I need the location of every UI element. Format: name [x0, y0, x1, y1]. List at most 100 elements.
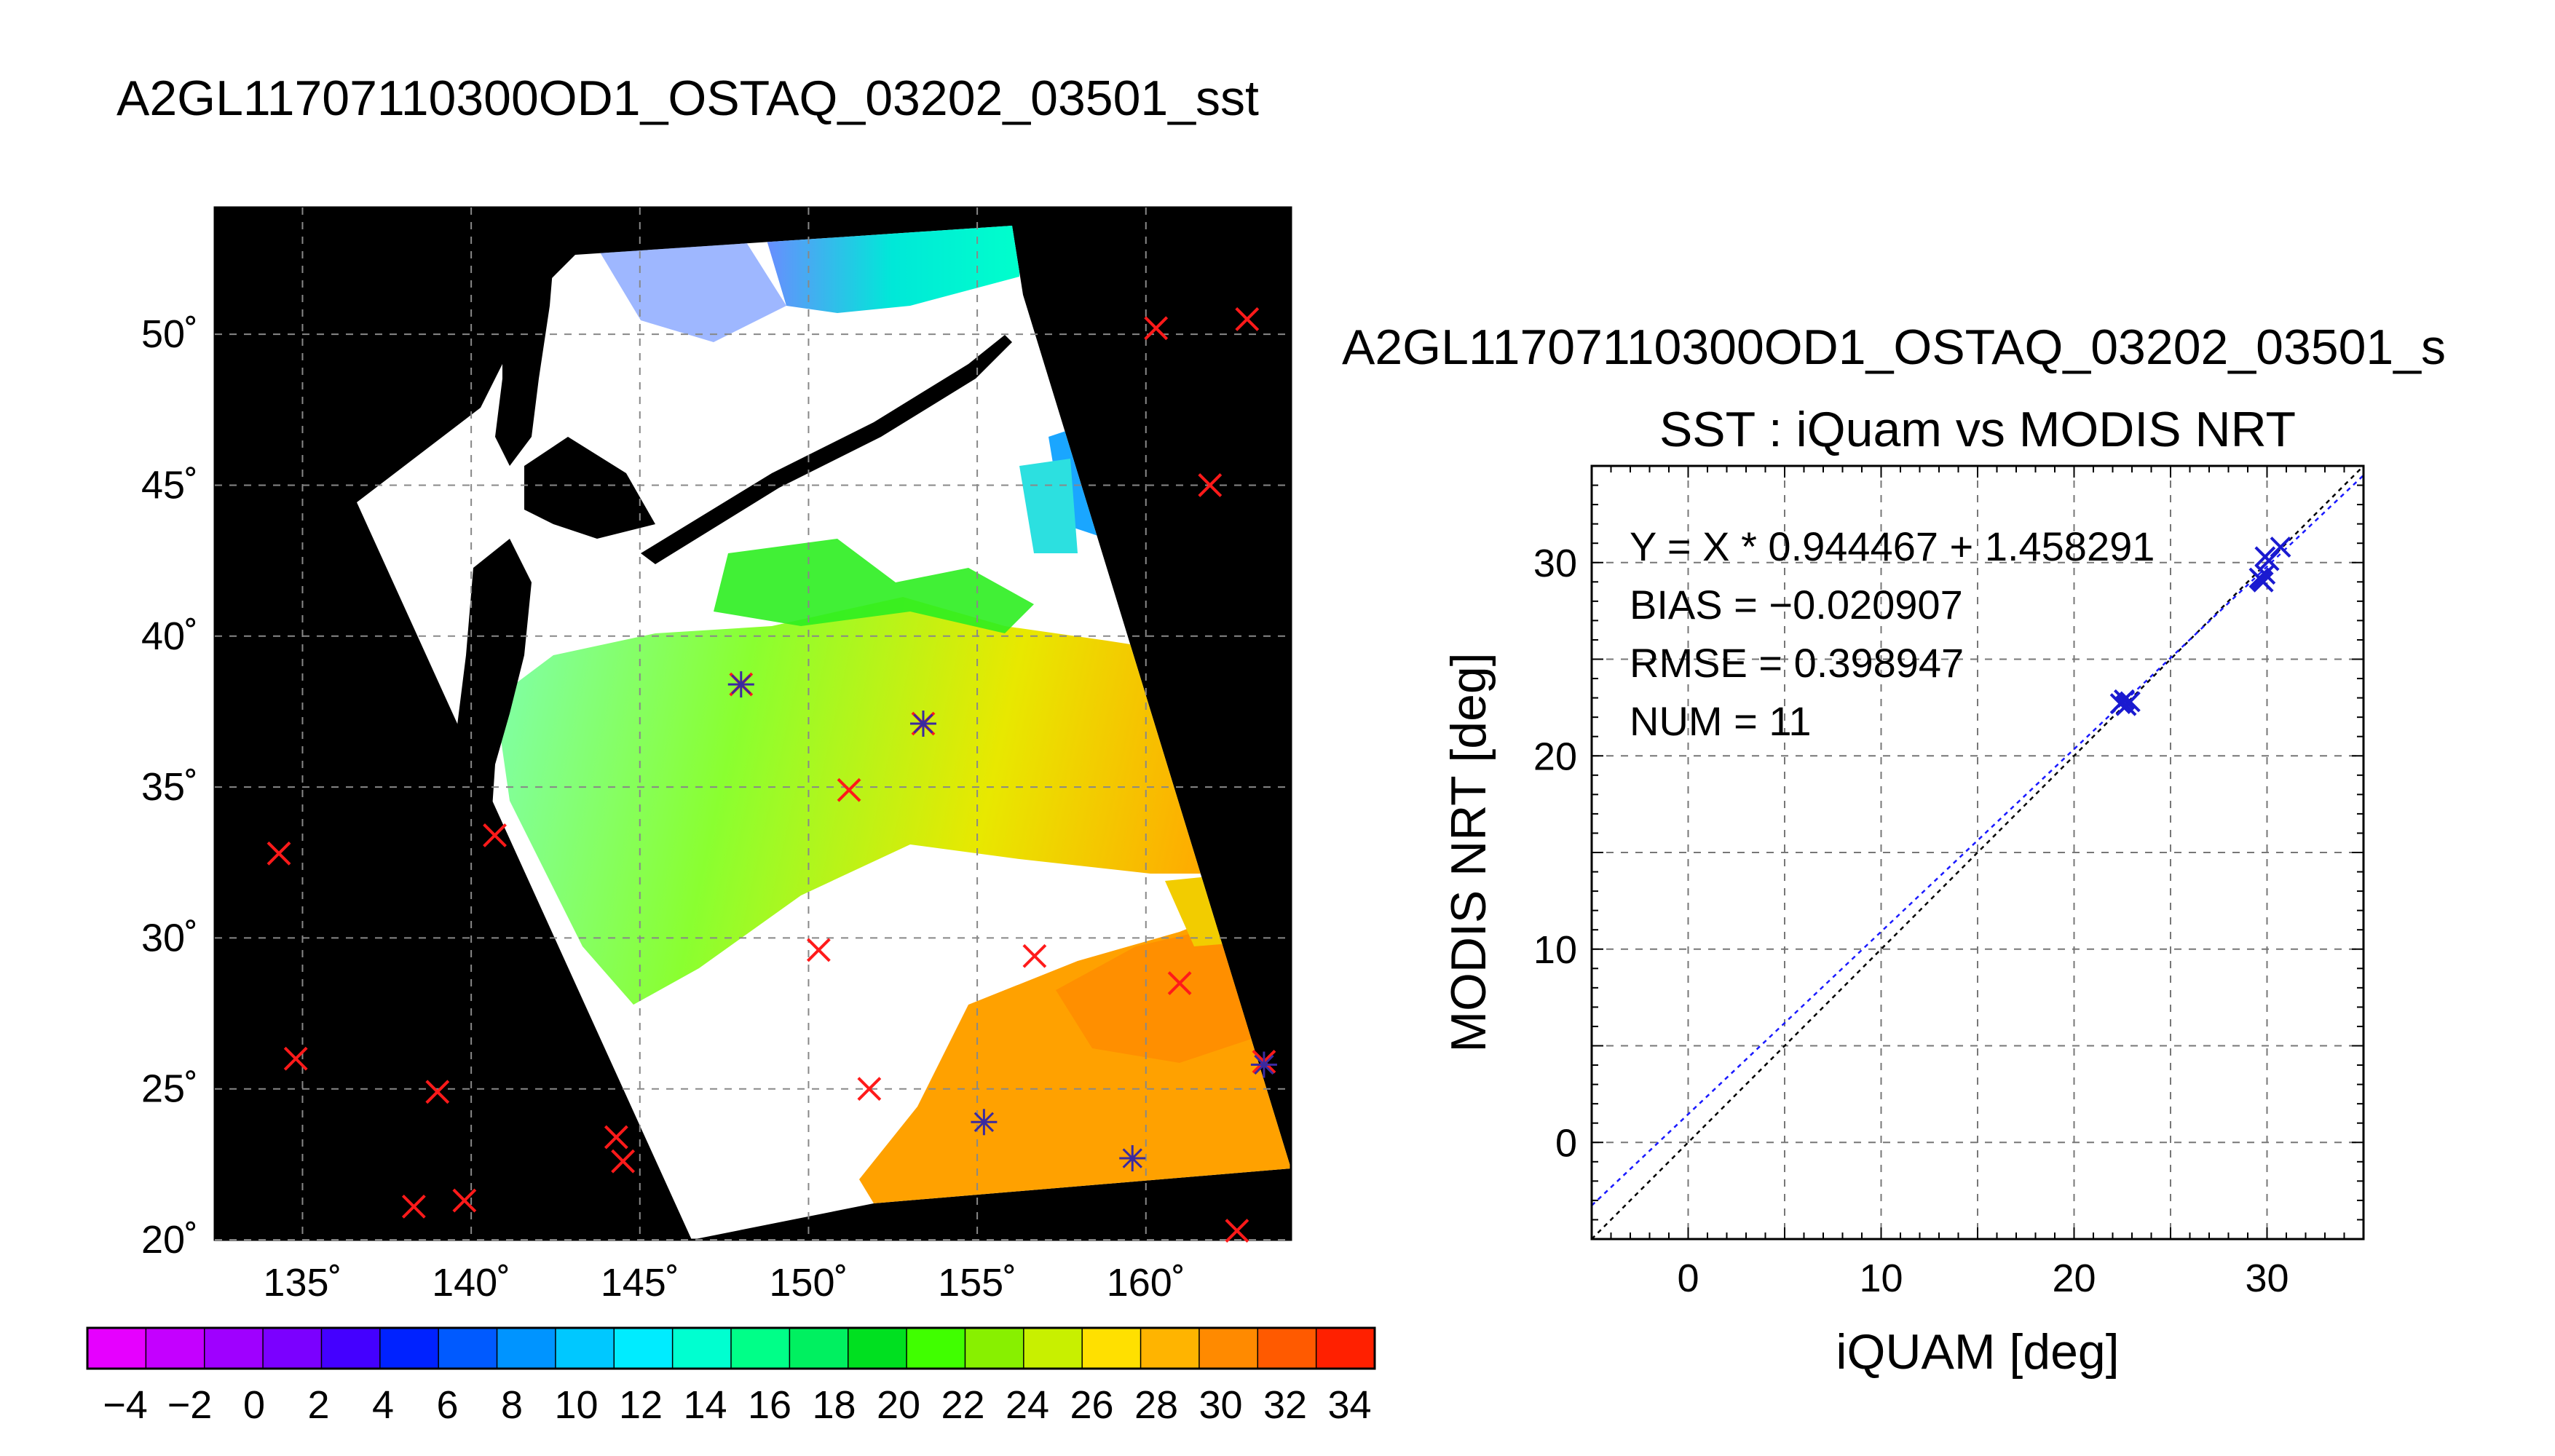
map-lat-tick-label: 25˚ [141, 1067, 198, 1111]
colorbar-swatch [555, 1328, 615, 1369]
colorbar-swatch [789, 1328, 849, 1369]
map-lat-tick-label: 50˚ [141, 312, 198, 356]
map-marker-star [1250, 1051, 1277, 1078]
colorbar-label: 30 [1198, 1383, 1242, 1427]
map-marker-x [806, 938, 831, 962]
colorbar-swatch [438, 1328, 498, 1369]
scatter-point [2113, 689, 2135, 711]
colorbar-swatch [87, 1328, 146, 1369]
colorbar-swatch [965, 1328, 1024, 1369]
scatter-xtick-label: 10 [1859, 1257, 1903, 1300]
colorbar-swatch [146, 1328, 205, 1369]
map-lat-ticks: 50˚ 45˚ 40˚ 35˚ 30˚ 25˚ 20˚ [141, 312, 198, 1262]
map-marker-x [611, 1149, 636, 1174]
colorbar-label: 8 [501, 1383, 523, 1427]
colorbar-label: 26 [1070, 1383, 1113, 1427]
colorbar-label: 16 [748, 1383, 791, 1427]
map-lat-tick-label: 40˚ [141, 614, 198, 658]
scatter-ylabel: MODIS NRT [deg] [1441, 652, 1496, 1052]
map-marker-x [1198, 473, 1223, 497]
map-lon-tick-label: 150˚ [769, 1261, 848, 1305]
map-marker-x [1022, 943, 1047, 968]
map-marker-x [1167, 971, 1192, 995]
map-marker-x [857, 1077, 882, 1101]
colorbar-swatch [379, 1328, 439, 1369]
colorbar-label: 22 [941, 1383, 984, 1427]
colorbar-swatch [1257, 1328, 1317, 1369]
colorbar-label: 32 [1263, 1383, 1307, 1427]
map-grid [215, 207, 1291, 1241]
scatter-title: A2GL11707110300OD1_OSTAQ_03202_03501_s [1342, 320, 2446, 375]
map-lat-tick-label: 20˚ [141, 1218, 198, 1262]
map-marker-x [401, 1194, 426, 1219]
colorbar-swatch [1023, 1328, 1083, 1369]
colorbar-label: 20 [877, 1383, 920, 1427]
map-marker-x [425, 1080, 450, 1104]
map-marker-x [452, 1188, 477, 1213]
colorbar-border [86, 1326, 1376, 1370]
sst-east-cyan-patch [1019, 459, 1078, 553]
annotation-num: NUM = 11 [1630, 698, 1811, 744]
fit-line [1591, 474, 2364, 1206]
map-lon-ticks: 135˚ 140˚ 145˚ 150˚ 155˚ 160˚ [263, 1261, 1185, 1305]
colorbar-label: 12 [619, 1383, 663, 1427]
map-markers [266, 306, 1277, 1243]
scatter-point [2251, 569, 2272, 591]
colorbar-swatch [1140, 1328, 1200, 1369]
colorbar-swatch [907, 1328, 965, 1369]
scatter-ytick-label: 0 [1555, 1121, 1577, 1165]
map-marker-star [727, 671, 754, 698]
scatter-subtitle: SST : iQuam vs MODIS NRT [1659, 402, 2296, 457]
scatter-ytick-label: 30 [1533, 542, 1577, 585]
scatter-xtick-label: 30 [2245, 1257, 2289, 1300]
map-lat-tick-label: 35˚ [141, 765, 198, 809]
map-marker-star [1119, 1145, 1146, 1172]
map-marker-x [1235, 306, 1260, 331]
scatter-ytick-label: 20 [1533, 735, 1577, 778]
colorbar-swatch [497, 1328, 556, 1369]
sst-north-blue-patch [597, 237, 786, 342]
map-marker-x [1225, 1219, 1249, 1243]
kuril-arc [641, 335, 1012, 564]
colorbar-label: −4 [103, 1383, 148, 1427]
colorbar-label: −2 [167, 1383, 213, 1427]
map-lat-tick-label: 30˚ [141, 916, 198, 960]
map-marker-x [837, 778, 861, 802]
sst-warm-orange [1056, 925, 1267, 1063]
scatter-ytick-label: 10 [1533, 928, 1577, 972]
scatter-annotations: Y = X * 0.944467 + 1.458291 BIAS = −0.02… [1630, 523, 2155, 744]
colorbar-labels: −4 −2 0 2 4 6 8 10 12 14 16 18 20 22 24 26 28 30 32 34 [103, 1383, 1371, 1427]
colorbar-label: 28 [1134, 1383, 1178, 1427]
sst-mid-region [495, 597, 1252, 1005]
colorbar-label: 0 [243, 1383, 265, 1427]
map-title: A2GL11707110300OD1_OSTAQ_03202_03501_sst [117, 71, 1259, 126]
colorbar-swatch [614, 1328, 674, 1369]
scatter-xlabel: iQUAM [deg] [1836, 1324, 2119, 1380]
colorbar-label: 4 [372, 1383, 394, 1427]
land-sakhalin [495, 262, 553, 466]
identity-line [1591, 465, 2364, 1240]
map-lon-tick-label: 145˚ [601, 1261, 679, 1305]
map-marker-x [266, 841, 291, 866]
colorbar-swatch [263, 1328, 322, 1369]
scatter-point [2119, 691, 2141, 713]
scatter-xtick-label: 20 [2052, 1257, 2096, 1300]
sst-north-region [765, 226, 1019, 313]
colorbar-label: 6 [436, 1383, 458, 1427]
scatter-point [2270, 537, 2291, 558]
colorbar-swatch [848, 1328, 907, 1369]
map-border [213, 206, 1292, 1241]
colorbar-swatch [1198, 1328, 1258, 1369]
map-marker-star [909, 711, 936, 737]
map-lon-tick-label: 140˚ [432, 1261, 510, 1305]
annotation-rmse: RMSE = 0.398947 [1630, 640, 1964, 686]
map-marker-x [283, 1046, 308, 1071]
annotation-fit: Y = X * 0.944467 + 1.458291 [1630, 523, 2155, 569]
scatter-grid [1592, 466, 2364, 1239]
colorbar-swatch [321, 1328, 381, 1369]
colorbar-swatch [731, 1328, 790, 1369]
scatter-points [2109, 537, 2291, 716]
map-lat-tick-label: 45˚ [141, 463, 198, 507]
land-hokkaido [524, 437, 655, 539]
